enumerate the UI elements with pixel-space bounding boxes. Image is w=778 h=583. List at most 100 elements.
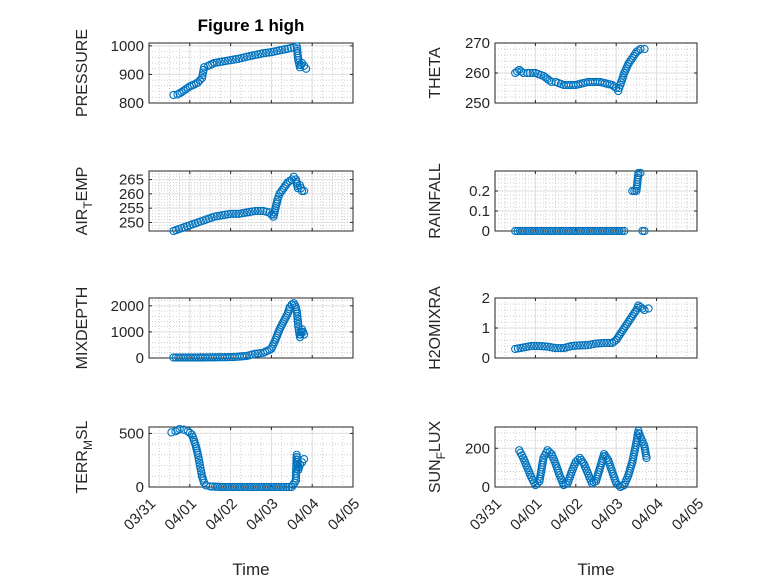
data-point [173,90,182,99]
x-axis-label: Time [577,560,614,579]
data-point [287,300,296,309]
y-axis-label: PRESSURE [74,29,91,117]
y-axis-label: H2OMIXRA [427,286,444,370]
axes-frame [148,42,354,104]
y-axis-label: RAINFALL [427,163,444,239]
data-point [229,209,238,219]
data-point [551,343,560,353]
data-point [640,226,649,236]
data-point [644,304,653,313]
y-tick-label: 900 [119,66,144,83]
data-point [259,49,268,58]
data-point [253,206,262,216]
data-point [299,186,309,196]
data-point [620,226,629,236]
data-point [237,352,247,361]
y-tick-label: 0 [482,479,490,496]
y-tick-label: 200 [465,440,490,457]
data-point [295,460,305,469]
data-point [634,46,643,55]
x-tick-label: 04/02 [202,495,241,534]
data-point [293,317,302,326]
data-point [567,341,576,351]
y-tick-label: 0 [136,350,144,367]
y-axis-label: AIRTEMP [74,167,95,236]
data-point [591,339,601,348]
y-tick-label: 0 [136,479,144,496]
data-point [532,341,541,351]
data-point [642,453,651,463]
x-tick-label: 04/03 [588,495,627,534]
series-markers [169,299,309,362]
y-tick-label: 1000 [111,324,144,341]
data-point [299,330,309,339]
y-axis-label: THETA [427,47,444,99]
data-point [231,209,241,219]
subplot-4: 0 0.1 0.2 RAINFALL [427,163,698,240]
x-tick-label: 04/01 [161,495,200,534]
y-tick-label: 260 [119,186,144,203]
data-point [256,206,265,216]
data-point [554,343,563,353]
data-point [259,206,268,216]
data-point [636,168,645,178]
data-point [572,341,582,350]
series-markers [511,44,649,96]
data-point [199,478,209,487]
data-point [640,305,649,315]
x-tick-label: 04/05 [669,495,708,534]
x-axis-label: Time [232,560,269,579]
y-tick-label: 265 [119,172,144,189]
data-point [287,482,296,492]
series-markers [169,42,311,100]
y-axis-label: SUNFLUX [427,421,448,494]
data-point [169,90,178,100]
data-point [293,312,302,321]
x-tick-label: 04/04 [284,495,323,534]
y-axis-label: MIXDEPTH [74,287,91,370]
y-tick-label: 260 [465,65,490,82]
data-point [617,226,627,236]
data-point [556,343,566,353]
subplot-6: 0 1 2 H2OMIXRA [427,286,698,370]
x-tick-label: 03/31 [467,495,506,534]
data-point [292,309,302,318]
data-point [175,89,184,98]
data-point [293,319,303,329]
data-point [525,68,535,78]
y-tick-label: 255 [119,200,144,217]
data-point [578,341,587,350]
subplot-2: 250 260 270 THETA [427,35,698,112]
y-axis-label: TERRMSL [74,420,95,493]
data-point [545,76,554,85]
data-point [594,339,603,348]
y-tick-label: 500 [119,425,144,442]
y-tick-label: 0 [482,223,490,240]
series-markers [511,168,649,236]
data-point [513,67,522,76]
data-point [250,349,260,358]
axes-frame [494,426,698,488]
x-tick-label: 04/05 [325,495,364,534]
subplot-1: 800 900 1000 PRESSURE [74,29,354,117]
data-point [636,44,645,54]
data-point [630,307,640,317]
data-point [250,206,260,216]
data-point [301,64,311,73]
data-point [189,80,199,89]
data-point [240,351,249,361]
data-point [578,457,587,466]
y-tick-label: 2 [482,290,490,307]
subplot-5: 0 1000 2000 MIXDEPTH [74,287,354,370]
data-point [195,75,205,85]
data-point [540,342,549,351]
y-tick-label: 800 [119,95,144,112]
data-point [277,482,286,492]
series-markers [515,426,651,492]
data-point [279,482,288,492]
y-tick-label: 0.1 [469,203,490,220]
x-tick-label: 04/01 [507,495,546,534]
y-tick-label: 2000 [111,298,144,315]
data-point [537,342,547,351]
